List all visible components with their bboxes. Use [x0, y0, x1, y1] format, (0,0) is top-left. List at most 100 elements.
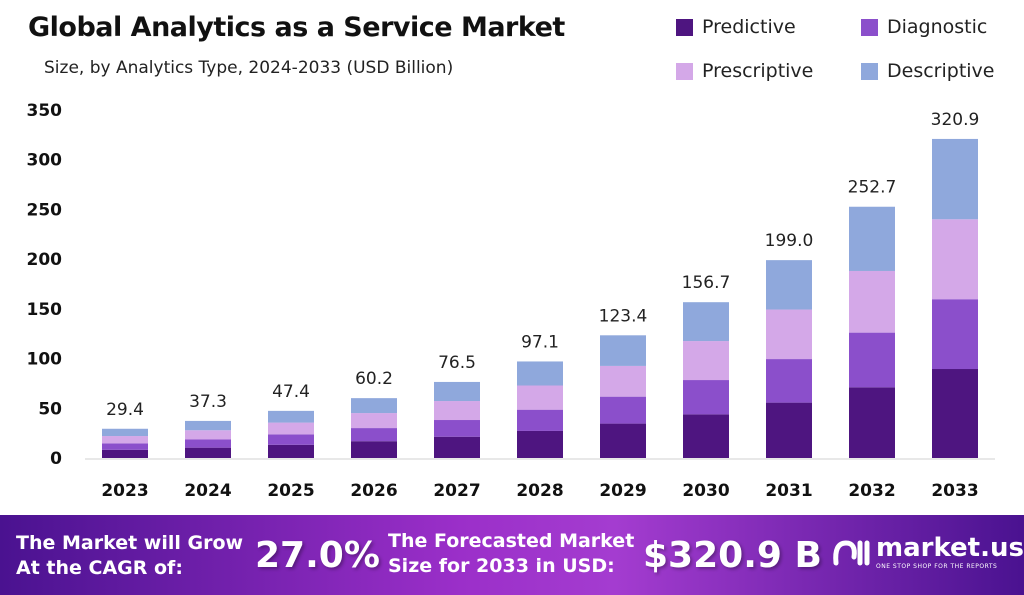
x-tick-label: 2030	[682, 481, 729, 501]
bar-segment-prescriptive	[683, 341, 729, 381]
bar-segment-predictive	[434, 436, 480, 458]
legend-swatch	[676, 62, 693, 80]
x-tick-label: 2023	[101, 481, 148, 501]
bar-segment-prescriptive	[932, 219, 978, 300]
total-label: 252.7	[848, 178, 897, 198]
legend: Predictive Diagnostic Prescriptive Descr…	[676, 16, 1016, 82]
stacked-bar-chart: 0 50 100 150 200 250 300 350 29.4 2023 37.3 2024 47.…	[27, 101, 995, 501]
y-tick-label: 200	[27, 250, 63, 270]
y-tick-label: 50	[38, 399, 62, 419]
bar-segment-diagnostic	[185, 439, 231, 448]
bar-segment-descriptive	[766, 260, 812, 310]
logo-name: market.us	[876, 533, 1024, 563]
cagr-label-line2: At the CAGR of:	[16, 557, 183, 579]
total-label: 29.4	[106, 400, 144, 420]
cagr-label-line1: The Market will Grow	[16, 532, 244, 554]
bar-segment-prescriptive	[351, 413, 397, 429]
bar-segment-descriptive	[517, 361, 563, 386]
bar-segment-diagnostic	[351, 428, 397, 442]
x-tick-label: 2027	[433, 481, 480, 501]
bar-segment-descriptive	[683, 302, 729, 342]
logo-tagline: ONE STOP SHOP FOR THE REPORTS	[876, 563, 998, 570]
y-tick-label: 250	[27, 200, 63, 220]
bar-segment-prescriptive	[600, 365, 646, 397]
x-tick-label: 2026	[350, 481, 397, 501]
bar-segment-prescriptive	[434, 401, 480, 421]
bar-segment-predictive	[351, 441, 397, 458]
legend-item-prescriptive: Prescriptive	[676, 60, 861, 82]
bar-segment-descriptive	[351, 398, 397, 414]
legend-swatch	[861, 18, 878, 36]
bar-segment-diagnostic	[434, 420, 480, 437]
bar-segment-predictive	[683, 414, 729, 458]
legend-label: Prescriptive	[702, 60, 814, 82]
total-label: 156.7	[682, 273, 731, 293]
summary-banner: The Market will Grow At the CAGR of: 27.…	[0, 515, 1024, 595]
bar-segment-diagnostic	[683, 380, 729, 415]
bar-segment-descriptive	[268, 410, 314, 423]
bar-segment-descriptive	[600, 335, 646, 366]
y-tick-label: 150	[27, 300, 63, 320]
total-label: 320.9	[931, 110, 980, 130]
total-label: 37.3	[189, 392, 227, 412]
bar-segment-predictive	[268, 444, 314, 458]
bar-segment-predictive	[102, 449, 148, 458]
bar-segment-descriptive	[932, 138, 978, 220]
legend-label: Diagnostic	[887, 16, 988, 38]
legend-item-descriptive: Descriptive	[861, 60, 1011, 82]
bar-segment-predictive	[185, 447, 231, 458]
x-tick-label: 2028	[516, 481, 563, 501]
legend-item-diagnostic: Diagnostic	[861, 16, 1011, 38]
logo-icon	[833, 539, 870, 565]
bar-segment-diagnostic	[102, 443, 148, 450]
bar-segment-diagnostic	[517, 409, 563, 431]
total-label: 47.4	[272, 382, 310, 402]
chart-subtitle: Size, by Analytics Type, 2024-2033 (USD …	[44, 58, 454, 78]
x-tick-label: 2029	[599, 481, 646, 501]
legend-label: Predictive	[702, 16, 796, 38]
bar-segment-descriptive	[849, 206, 895, 271]
y-tick-label: 100	[27, 350, 63, 370]
legend-swatch	[861, 62, 878, 80]
bar-segment-prescriptive	[268, 422, 314, 435]
bar-segment-descriptive	[434, 381, 480, 402]
legend-item-predictive: Predictive	[676, 16, 861, 38]
legend-swatch	[676, 18, 693, 36]
chart-title: Global Analytics as a Service Market	[28, 12, 565, 43]
legend-label: Descriptive	[887, 60, 995, 82]
total-label: 60.2	[355, 369, 393, 389]
bar-segment-diagnostic	[600, 396, 646, 424]
forecast-label: The Forecasted Market Size for 2033 in U…	[388, 529, 634, 579]
total-label: 76.5	[438, 353, 476, 373]
bar-segment-diagnostic	[268, 434, 314, 445]
x-tick-label: 2033	[931, 481, 978, 501]
bar-segment-predictive	[766, 402, 812, 458]
total-label: 97.1	[521, 332, 559, 352]
bar-segment-descriptive	[185, 420, 231, 431]
bar-segment-diagnostic	[932, 299, 978, 370]
bar-segment-predictive	[932, 369, 978, 458]
forecast-value: $320.9 B	[643, 535, 822, 576]
y-tick-label: 0	[50, 449, 62, 469]
x-tick-label: 2031	[765, 481, 812, 501]
bar-segment-diagnostic	[766, 359, 812, 403]
bar-segment-predictive	[600, 423, 646, 458]
bar-segment-predictive	[517, 430, 563, 458]
forecast-label-line2: Size for 2033 in USD:	[388, 555, 615, 577]
bar-segment-prescriptive	[849, 270, 895, 333]
y-tick-label: 300	[27, 151, 63, 171]
x-tick-label: 2024	[184, 481, 231, 501]
total-label: 123.4	[599, 306, 648, 326]
market-us-logo: market.us ONE STOP SHOP FOR THE REPORTS	[830, 533, 1024, 570]
bar-segment-descriptive	[102, 428, 148, 437]
y-tick-label: 350	[27, 101, 63, 121]
forecast-label-line1: The Forecasted Market	[388, 530, 635, 552]
total-label: 199.0	[765, 231, 814, 251]
cagr-label: The Market will Grow At the CAGR of:	[16, 531, 243, 581]
bar-segment-predictive	[849, 387, 895, 458]
cagr-value: 27.0%	[255, 535, 380, 576]
x-tick-label: 2025	[267, 481, 314, 501]
bar-segment-prescriptive	[185, 430, 231, 440]
x-tick-label: 2032	[848, 481, 895, 501]
bar-segment-prescriptive	[517, 385, 563, 410]
